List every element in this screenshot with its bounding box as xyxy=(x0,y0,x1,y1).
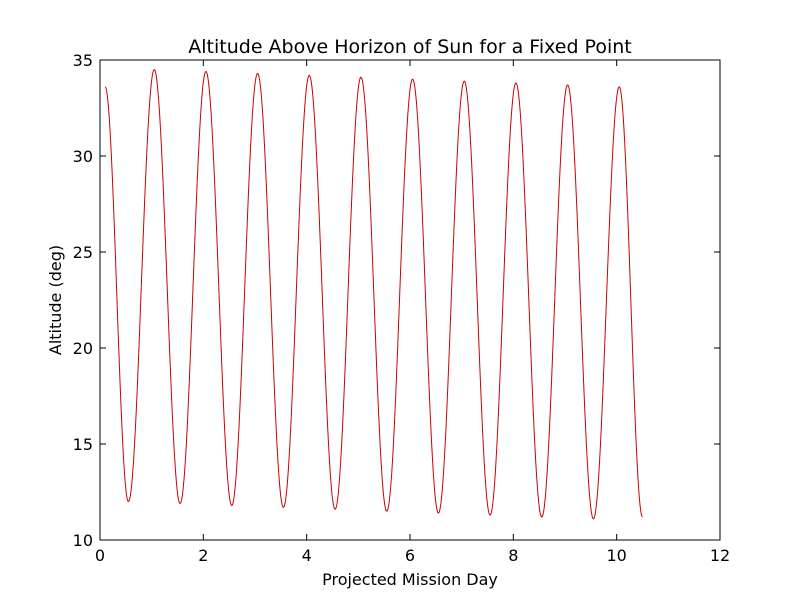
y-tick-label: 35 xyxy=(73,51,93,70)
x-tick-label: 8 xyxy=(508,546,518,565)
y-tick-label: 25 xyxy=(73,243,93,262)
y-axis: 10 15 20 25 30 35 xyxy=(73,51,720,550)
x-tick-label: 12 xyxy=(710,546,730,565)
plot-area xyxy=(100,60,720,540)
series-line xyxy=(104,68,643,520)
x-tick-label: 0 xyxy=(95,546,105,565)
y-tick-label: 30 xyxy=(73,147,93,166)
y-tick-label: 10 xyxy=(73,531,93,550)
x-tick-label: 4 xyxy=(302,546,312,565)
x-axis-label: Projected Mission Day xyxy=(322,570,498,589)
x-tick-label: 6 xyxy=(405,546,415,565)
y-axis-label: Altitude (deg) xyxy=(46,245,65,355)
x-tick-label: 2 xyxy=(198,546,208,565)
x-axis: 0 2 4 6 8 10 12 xyxy=(95,60,730,565)
y-tick-label: 15 xyxy=(73,435,93,454)
x-tick-label: 10 xyxy=(606,546,626,565)
y-tick-label: 20 xyxy=(73,339,93,358)
series-layer xyxy=(104,68,643,520)
chart-title: Altitude Above Horizon of Sun for a Fixe… xyxy=(188,36,631,58)
